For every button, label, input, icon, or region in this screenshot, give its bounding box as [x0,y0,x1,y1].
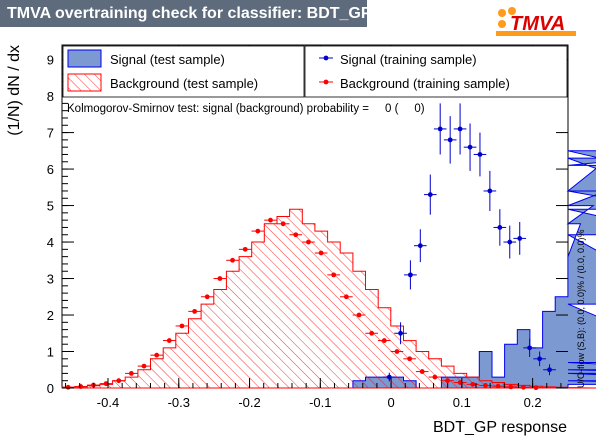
y-tick-label: 3 [47,272,54,287]
background-train-point [318,250,324,256]
signal-train-point [427,192,433,198]
background-train-point [116,378,122,384]
x-axis-ticks: -0.4 -0.3 -0.2 -0.1 0 0.1 0.2 [65,45,562,410]
background-train-point [407,356,413,362]
x-tick-label: 0 [387,395,394,410]
legend-marker-signal-train [323,55,329,61]
overflow-info-text: U/O-flow (S,B): (0.0, 0.0)% / (0.0, 0.0)… [576,229,586,388]
x-tick-label: -0.2 [238,395,260,410]
background-training-points [61,217,543,391]
legend-label-signal-train: Signal (training sample) [340,52,477,67]
background-train-point [445,378,450,384]
background-train-point [103,381,109,387]
background-train-point [381,338,387,343]
legend-label-signal-test: Signal (test sample) [110,52,225,67]
background-train-point [369,330,375,336]
background-train-point [483,383,488,388]
signal-train-point [497,225,503,230]
background-train-point [432,374,438,380]
background-train-point [78,384,84,389]
legend-marker-background-train [323,79,329,85]
legend-box-left [62,45,305,98]
y-tick-label: 8 [47,89,54,104]
legend-box-right [304,45,568,98]
background-train-point [154,352,160,358]
background-train-point [533,385,539,391]
signal-train-point [398,330,403,336]
signal-train-point [407,272,413,278]
background-train-point [495,383,501,389]
signal-train-point [527,345,533,351]
x-tick-label: -0.1 [309,395,331,410]
signal-train-point [547,367,552,373]
logo-bar [496,31,576,36]
signal-train-point [517,235,523,241]
legend-label-background-train: Background (training sample) [340,76,510,91]
logo-text: TMVA [510,13,565,35]
x-tick-label: -0.4 [97,395,119,410]
background-train-point [242,246,248,252]
plot-title: TMVA overtraining check for classifier: … [0,0,372,27]
logo-dot-1 [498,9,506,17]
signal-train-point [417,243,423,249]
signal-train-point [507,239,513,245]
background-train-point [356,312,362,318]
background-train-point [166,338,172,343]
background-train-point [306,239,311,245]
background-train-point [65,384,71,390]
signal-train-point [447,137,453,143]
signal-train-point [457,126,463,132]
y-tick-label: 2 [47,308,54,323]
ks-test-text: Kolmogorov-Smirnov test: signal (backgro… [67,103,425,115]
x-tick-label: 0.1 [453,395,471,410]
signal-train-point [487,188,493,194]
y-tick-label: 1 [47,345,54,360]
signal-train-point [537,356,543,362]
background-train-point [230,257,235,263]
background-train-point [521,384,526,390]
background-train-point [268,217,273,223]
background-train-point [343,294,349,300]
background-train-point [508,384,514,390]
logo-dot-2 [508,7,516,15]
tmva-logo: TMVA [496,7,576,36]
legend-swatch-signal-test [67,49,102,68]
background-train-point [419,369,425,374]
background-test-histogram [61,208,596,389]
background-train-point [280,221,286,227]
background-train-point [331,272,337,278]
background-train-point [128,371,134,376]
y-axis-title: (1/N) dN / dx [6,45,23,136]
logo-dot-3 [498,20,506,28]
signal-train-point [477,152,483,157]
x-tick-label: -0.3 [168,395,190,410]
background-train-point [141,363,147,369]
legend-label-background-test: Background (test sample) [110,76,258,91]
signal-train-point [437,126,443,132]
signal-training-points [382,103,556,382]
background-train-point [217,276,223,281]
background-train-point [255,228,261,234]
y-tick-label: 7 [47,126,54,141]
x-tick-label: 0.2 [524,395,542,410]
legend-swatch-background-test [67,73,102,92]
background-train-point [394,349,400,354]
y-tick-label: 5 [47,199,54,214]
signal-train-point [467,144,473,150]
y-tick-label: 0 [47,381,54,396]
background-train-point [204,294,210,300]
background-train-point [179,323,185,329]
x-axis-title: BDT_GP response [433,419,567,436]
y-tick-label: 9 [47,53,54,68]
signal-train-point [386,374,392,380]
background-test-bars [61,208,596,389]
background-train-point [470,381,476,387]
background-train-point [293,232,299,238]
background-train-point [192,308,198,314]
y-tick-label: 4 [47,235,54,250]
y-tick-label: 6 [47,162,54,177]
